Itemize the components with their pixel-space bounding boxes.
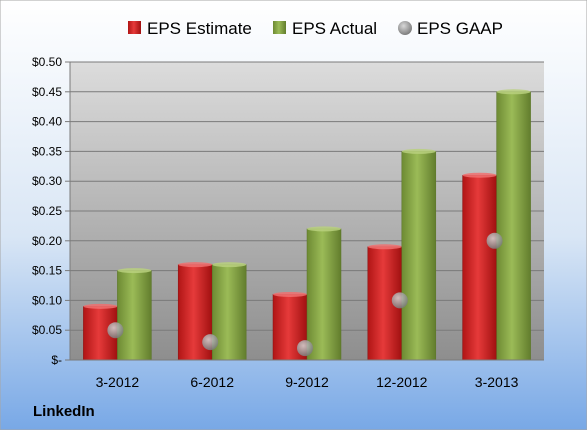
legend-label-estimate: EPS Estimate (147, 19, 252, 38)
y-tick-label: $0.45 (32, 85, 62, 99)
y-tick-label: $0.25 (32, 204, 62, 218)
company-label: LinkedIn (33, 403, 95, 420)
x-tick-label: 6-2012 (190, 374, 234, 390)
estimate-bar (462, 174, 497, 361)
estimate-bar-cap (273, 291, 307, 297)
y-tick-label: $- (51, 353, 62, 367)
y-tick-label: $0.15 (32, 264, 62, 278)
actual-bar-cap (401, 148, 436, 154)
y-tick-label: $0.20 (32, 234, 62, 248)
y-tick-label: $0.05 (32, 323, 62, 337)
y-tick-label: $0.10 (32, 293, 62, 307)
estimate-bar-cap (178, 262, 213, 268)
x-axis: 3-2012 6-2012 9-2012 12-2012 3-2013 (70, 359, 544, 390)
actual-bar-cap (496, 89, 531, 95)
gaap-marker (486, 232, 503, 249)
legend-swatch-gaap (398, 21, 412, 35)
estimate-bar-cap (367, 244, 402, 250)
x-tick-label: 3-2012 (96, 374, 140, 390)
x-tick-label: 9-2012 (285, 374, 329, 390)
gaap-marker (391, 292, 408, 309)
y-tick-label: $0.30 (32, 174, 62, 188)
y-axis: $- $0.05 $0.10 $0.15 $0.20 $0.25 $0.30 $0.35 $0.… (32, 55, 71, 367)
actual-bar (401, 151, 437, 361)
gaap-marker (202, 334, 219, 351)
legend-swatch-actual (273, 21, 286, 34)
y-tick-label: $0.35 (32, 144, 62, 158)
actual-bar-cap (117, 268, 152, 274)
gaap-markers (107, 232, 503, 357)
gaap-marker (297, 340, 313, 357)
estimate-bar-cap (462, 172, 497, 178)
estimate-bar-cap (83, 303, 118, 309)
x-tick-label: 12-2012 (376, 374, 428, 390)
actual-bar-cap (307, 226, 341, 232)
actual-bar (496, 91, 531, 361)
gaap-marker (107, 322, 124, 339)
y-tick-label: $0.50 (32, 55, 62, 69)
actual-bar-cap (212, 262, 247, 268)
legend-label-gaap: EPS GAAP (417, 19, 503, 38)
actual-bar (306, 228, 342, 361)
bars (83, 89, 531, 361)
actual-bar (117, 270, 152, 361)
legend-swatch-estimate (128, 21, 141, 34)
legend-label-actual: EPS Actual (292, 19, 377, 38)
x-tick-label: 3-2013 (475, 374, 519, 390)
legend: EPS Estimate EPS Actual EPS GAAP (128, 19, 503, 38)
y-tick-label: $0.40 (32, 115, 62, 129)
